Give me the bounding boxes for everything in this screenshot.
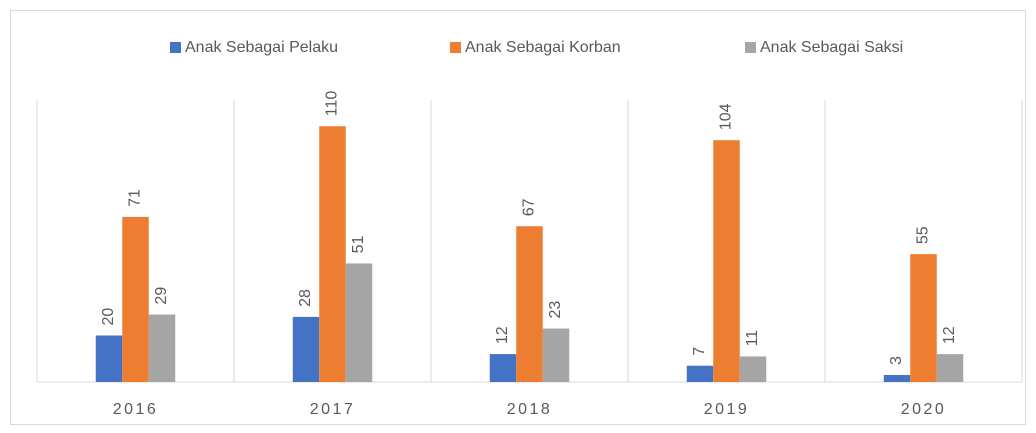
bar [148,314,176,382]
bar [883,375,911,382]
data-label: 55 [915,226,932,244]
data-label: 12 [941,326,958,344]
data-label: 51 [350,236,367,254]
legend-swatch [745,42,756,53]
bar [292,316,320,382]
legend-swatch [450,42,461,53]
legend-swatch [170,42,181,53]
data-label: 7 [691,347,708,356]
bar [910,254,937,382]
x-tick-label: 2016 [113,401,159,418]
bar [95,335,123,382]
data-label: 20 [100,308,117,326]
data-label: 28 [297,289,314,307]
data-label: 67 [521,198,538,216]
legend-label: Anak Sebagai Pelaku [185,39,338,56]
bar [686,365,714,382]
legend-label: Anak Sebagai Korban [465,39,621,56]
bar [542,328,570,382]
x-tick-label: 2019 [704,401,750,418]
bar [122,216,149,382]
data-label: 29 [153,287,170,305]
bar [345,263,373,382]
data-label: 104 [718,103,735,130]
bar [739,356,767,382]
data-label: 110 [324,91,341,117]
data-label: 11 [744,330,761,347]
bar [489,354,517,382]
x-tick-label: 2018 [507,401,553,418]
bar [713,140,740,382]
x-tick-label: 2020 [901,401,947,418]
bar [319,126,346,382]
bar [936,354,964,382]
bar [516,226,543,382]
data-label: 12 [494,326,511,344]
data-label: 3 [888,356,905,365]
x-tick-label: 2017 [310,401,356,418]
data-label: 71 [127,189,144,207]
legend-label: Anak Sebagai Saksi [760,39,903,56]
data-label: 23 [547,301,564,319]
